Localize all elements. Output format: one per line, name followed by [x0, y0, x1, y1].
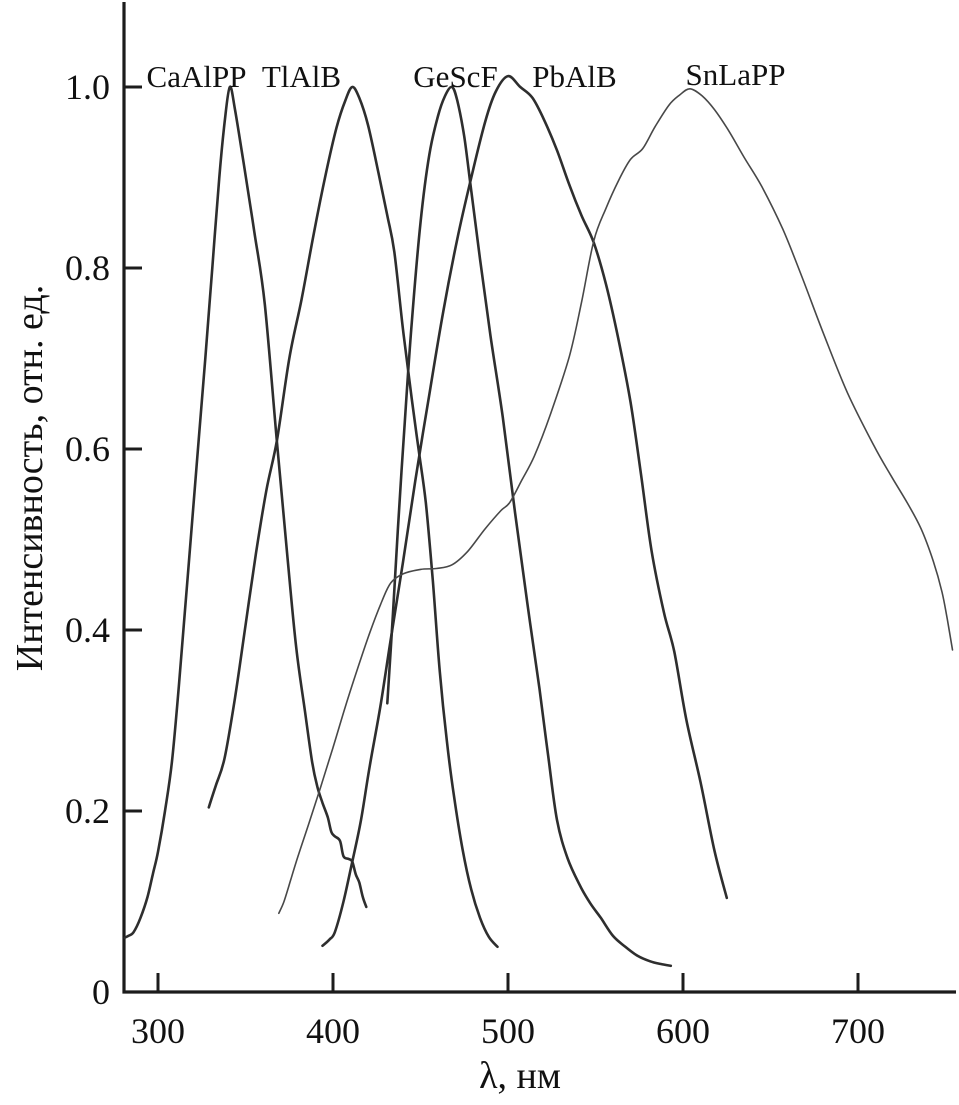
- curve-GeScF: [386, 85, 673, 968]
- y-tick-label: 0.4: [65, 610, 110, 650]
- curve-label-SnLaPP: SnLaPP: [686, 57, 786, 92]
- y-tick-label: 0: [92, 972, 110, 1012]
- curve-TlAlB: [207, 85, 499, 949]
- x-tick-label: 500: [481, 1011, 535, 1051]
- y-tick-label: 0.2: [65, 791, 110, 831]
- curve-label-TlAlB: TlAlB: [262, 59, 341, 94]
- y-tick-label: 0.6: [65, 429, 110, 469]
- curve-PbAlB: [321, 74, 729, 948]
- y-tick-label: 1.0: [65, 67, 110, 107]
- y-axis-title: Интенсивность, отн. ед.: [9, 285, 51, 671]
- curve-CaAlPP: [123, 85, 368, 939]
- curve-label-CaAlPP: CaAlPP: [147, 59, 247, 94]
- x-tick-label: 400: [306, 1011, 360, 1051]
- x-axis-title: λ, нм: [479, 1055, 561, 1097]
- axes-lines: [122, 2, 956, 994]
- x-tick-label: 300: [131, 1011, 185, 1051]
- x-tick-label: 700: [831, 1011, 885, 1051]
- x-tick-label: 600: [656, 1011, 710, 1051]
- curve-label-GeScF: GeScF: [413, 59, 497, 94]
- y-tick-label: 0.8: [65, 248, 110, 288]
- curve-SnLaPP: [278, 87, 954, 915]
- curve-label-PbAlB: PbAlB: [532, 59, 616, 94]
